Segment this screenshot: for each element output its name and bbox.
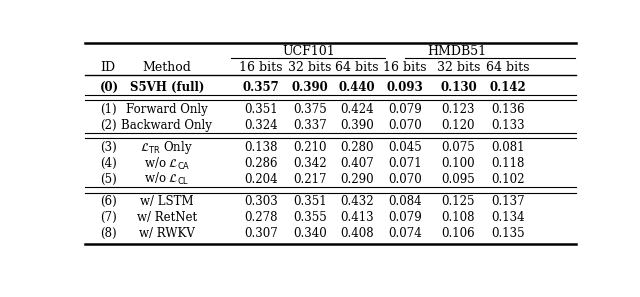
Text: 0.125: 0.125 xyxy=(442,195,475,208)
Text: (4): (4) xyxy=(100,157,116,170)
Text: 64 bits: 64 bits xyxy=(486,61,530,74)
Text: 0.351: 0.351 xyxy=(293,195,326,208)
Text: 0.440: 0.440 xyxy=(339,80,375,94)
Text: 0.408: 0.408 xyxy=(340,227,374,240)
Text: 0.070: 0.070 xyxy=(388,173,422,186)
Text: (2): (2) xyxy=(100,119,116,132)
Text: 0.123: 0.123 xyxy=(442,103,475,116)
Text: 0.355: 0.355 xyxy=(292,211,326,224)
Text: Backward Only: Backward Only xyxy=(122,119,212,132)
Text: 32 bits: 32 bits xyxy=(436,61,480,74)
Text: ID: ID xyxy=(100,61,115,74)
Text: 0.142: 0.142 xyxy=(490,80,527,94)
Text: w/ RetNet: w/ RetNet xyxy=(137,211,197,224)
Text: 0.351: 0.351 xyxy=(244,103,278,116)
Text: 0.340: 0.340 xyxy=(292,227,326,240)
Text: (6): (6) xyxy=(100,195,116,208)
Text: 0.108: 0.108 xyxy=(442,211,475,224)
Text: 0.118: 0.118 xyxy=(492,157,525,170)
Text: 0.071: 0.071 xyxy=(388,157,422,170)
Text: Method: Method xyxy=(142,61,191,74)
Text: 0.324: 0.324 xyxy=(244,119,278,132)
Text: 0.079: 0.079 xyxy=(388,211,422,224)
Text: 0.390: 0.390 xyxy=(291,80,328,94)
Text: w/ LSTM: w/ LSTM xyxy=(140,195,194,208)
Text: 16 bits: 16 bits xyxy=(383,61,427,74)
Text: 0.342: 0.342 xyxy=(293,157,326,170)
Text: (7): (7) xyxy=(100,211,116,224)
Text: 0.217: 0.217 xyxy=(293,173,326,186)
Text: 0.106: 0.106 xyxy=(442,227,476,240)
Text: 0.134: 0.134 xyxy=(492,211,525,224)
Text: 0.102: 0.102 xyxy=(492,173,525,186)
Text: (5): (5) xyxy=(100,173,116,186)
Text: 0.390: 0.390 xyxy=(340,119,374,132)
Text: HMDB51: HMDB51 xyxy=(427,45,486,58)
Text: $\mathcal{L}_{\rm TR}$ Only: $\mathcal{L}_{\rm TR}$ Only xyxy=(140,139,193,156)
Text: 0.135: 0.135 xyxy=(492,227,525,240)
Text: 0.432: 0.432 xyxy=(340,195,374,208)
Text: 0.307: 0.307 xyxy=(244,227,278,240)
Text: 0.286: 0.286 xyxy=(244,157,278,170)
Text: 32 bits: 32 bits xyxy=(288,61,332,74)
Text: 0.407: 0.407 xyxy=(340,157,374,170)
Text: 0.079: 0.079 xyxy=(388,103,422,116)
Text: 0.070: 0.070 xyxy=(388,119,422,132)
Text: (8): (8) xyxy=(100,227,116,240)
Text: 0.045: 0.045 xyxy=(388,141,422,154)
Text: 0.138: 0.138 xyxy=(244,141,278,154)
Text: 0.290: 0.290 xyxy=(340,173,374,186)
Text: 0.278: 0.278 xyxy=(244,211,278,224)
Text: 0.337: 0.337 xyxy=(292,119,326,132)
Text: 0.280: 0.280 xyxy=(340,141,374,154)
Text: Forward Only: Forward Only xyxy=(126,103,207,116)
Text: 0.210: 0.210 xyxy=(293,141,326,154)
Text: w/o $\mathcal{L}_{\rm CL}$: w/o $\mathcal{L}_{\rm CL}$ xyxy=(144,171,189,187)
Text: 0.357: 0.357 xyxy=(243,80,280,94)
Text: 64 bits: 64 bits xyxy=(335,61,378,74)
Text: 0.084: 0.084 xyxy=(388,195,422,208)
Text: (0): (0) xyxy=(100,80,119,94)
Text: (3): (3) xyxy=(100,141,116,154)
Text: w/ RWKV: w/ RWKV xyxy=(139,227,195,240)
Text: 0.133: 0.133 xyxy=(492,119,525,132)
Text: 0.075: 0.075 xyxy=(442,141,476,154)
Text: 0.093: 0.093 xyxy=(387,80,423,94)
Text: 0.413: 0.413 xyxy=(340,211,374,224)
Text: 0.375: 0.375 xyxy=(292,103,326,116)
Text: 0.303: 0.303 xyxy=(244,195,278,208)
Text: (1): (1) xyxy=(100,103,116,116)
Text: 0.120: 0.120 xyxy=(442,119,475,132)
Text: 0.081: 0.081 xyxy=(492,141,525,154)
Text: S5VH (full): S5VH (full) xyxy=(130,80,204,94)
Text: 0.424: 0.424 xyxy=(340,103,374,116)
Text: 0.074: 0.074 xyxy=(388,227,422,240)
Text: UCF101: UCF101 xyxy=(282,45,335,58)
Text: 0.136: 0.136 xyxy=(492,103,525,116)
Text: w/o $\mathcal{L}_{\rm CA}$: w/o $\mathcal{L}_{\rm CA}$ xyxy=(143,155,190,172)
Text: 0.137: 0.137 xyxy=(492,195,525,208)
Text: 0.095: 0.095 xyxy=(442,173,476,186)
Text: 0.100: 0.100 xyxy=(442,157,476,170)
Text: 16 bits: 16 bits xyxy=(239,61,283,74)
Text: 0.130: 0.130 xyxy=(440,80,477,94)
Text: 0.204: 0.204 xyxy=(244,173,278,186)
